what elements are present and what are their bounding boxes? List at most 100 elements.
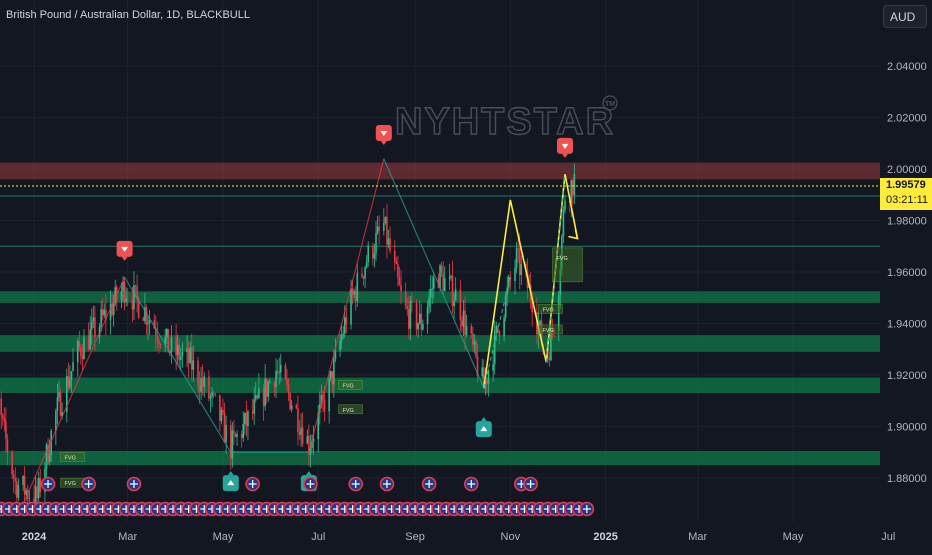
fvg-label: FVG bbox=[65, 481, 76, 487]
candle-body bbox=[34, 486, 37, 505]
candle-body bbox=[333, 358, 335, 385]
candle-body bbox=[459, 289, 462, 321]
price-zones bbox=[0, 162, 880, 466]
candle-body bbox=[192, 360, 195, 370]
symbol-title[interactable]: British Pound / Australian Dollar, 1D, B… bbox=[6, 9, 250, 21]
candle-body bbox=[531, 300, 533, 313]
candle-body bbox=[181, 352, 184, 357]
candle-body bbox=[453, 300, 455, 307]
fvg-box bbox=[338, 404, 363, 415]
candle-body bbox=[373, 253, 376, 259]
candle-body bbox=[201, 377, 204, 387]
candle-body bbox=[22, 476, 24, 486]
candle-body bbox=[417, 323, 419, 330]
candle-body bbox=[23, 476, 26, 495]
candle-body bbox=[383, 223, 385, 231]
candle-body bbox=[125, 298, 127, 303]
candle-body bbox=[159, 344, 162, 345]
time-axis[interactable]: 2024MarMayJulSepNov2025MarMayJulSep bbox=[22, 531, 932, 543]
price-axis[interactable]: 2.04000 2.02000 2.00000 1.98000 1.96000 1.940… bbox=[887, 61, 927, 485]
candle-body bbox=[339, 340, 341, 351]
marker-pointer bbox=[561, 153, 568, 158]
candle-body bbox=[476, 356, 479, 377]
support-zone bbox=[0, 450, 880, 466]
candle-body bbox=[89, 329, 92, 350]
support-zone bbox=[0, 335, 880, 352]
candle-body bbox=[429, 288, 432, 298]
candle-body bbox=[198, 385, 201, 392]
candle-body bbox=[81, 355, 84, 360]
price-tick-label: 1.98000 bbox=[887, 216, 927, 228]
candle-body bbox=[311, 441, 313, 448]
watermark-text: NYHTSTAR bbox=[395, 101, 615, 143]
candle-body bbox=[3, 418, 6, 422]
candle-body bbox=[109, 303, 112, 321]
currency-button[interactable]: AUD bbox=[883, 5, 927, 28]
price-tick-label: 2.02000 bbox=[887, 113, 927, 125]
trademark-icon bbox=[602, 95, 618, 111]
current-price-label: 1.99579 03:21:11 bbox=[880, 178, 932, 210]
candle-body bbox=[133, 285, 135, 310]
candle-body bbox=[112, 303, 115, 315]
event-flags[interactable] bbox=[0, 476, 595, 517]
candle-body bbox=[144, 307, 146, 321]
candle-body bbox=[12, 474, 15, 479]
candle-body bbox=[345, 317, 348, 325]
candle-body bbox=[571, 179, 574, 196]
horizontal-levels bbox=[0, 195, 880, 247]
candle-body bbox=[186, 348, 188, 353]
pattern-line[interactable] bbox=[383, 158, 485, 389]
candle-body bbox=[256, 395, 259, 399]
candle-body bbox=[253, 399, 256, 414]
candle-body bbox=[55, 410, 57, 431]
candle-body bbox=[155, 328, 157, 336]
candle-body bbox=[33, 498, 35, 505]
candle-body bbox=[464, 310, 466, 335]
candle-body bbox=[200, 377, 202, 392]
candle-body bbox=[387, 238, 390, 245]
fvg-box bbox=[60, 452, 85, 462]
candle-body bbox=[362, 276, 365, 279]
candle-body bbox=[229, 424, 232, 459]
candle-body bbox=[364, 267, 366, 279]
candle-body bbox=[400, 285, 402, 292]
pattern-line[interactable] bbox=[22, 276, 126, 504]
candle-body bbox=[180, 356, 182, 360]
candle-body bbox=[278, 372, 280, 374]
candle-body bbox=[361, 273, 363, 277]
candle-body bbox=[100, 309, 102, 327]
candle-body bbox=[105, 309, 107, 321]
time-tick-label: Jul bbox=[881, 531, 895, 543]
candle-body bbox=[389, 238, 391, 251]
candle-body bbox=[295, 405, 298, 409]
candle-body bbox=[329, 371, 332, 379]
candle-body bbox=[375, 233, 377, 254]
candle-body bbox=[37, 477, 40, 499]
candle-body bbox=[353, 291, 355, 295]
candle-body bbox=[520, 264, 523, 275]
pattern-line[interactable] bbox=[308, 158, 385, 453]
candle-body bbox=[219, 394, 221, 421]
candle-body bbox=[83, 336, 85, 360]
candle-body bbox=[61, 411, 63, 416]
candle-body bbox=[45, 444, 48, 469]
triangle-down-icon bbox=[380, 130, 388, 136]
candle-body bbox=[262, 388, 265, 407]
fvg-label: FVG bbox=[542, 328, 553, 334]
candle-body bbox=[240, 434, 243, 439]
candle-body bbox=[300, 427, 302, 435]
candle-body bbox=[276, 370, 279, 373]
candle-body bbox=[286, 379, 288, 385]
projection-line bbox=[483, 277, 511, 388]
price-tick-label: 1.96000 bbox=[887, 267, 927, 279]
pattern-line[interactable] bbox=[124, 276, 232, 453]
candle-body bbox=[422, 323, 424, 330]
candle-body bbox=[101, 309, 104, 316]
candle-body bbox=[340, 335, 343, 341]
bar-countdown: 03:21:11 bbox=[886, 194, 929, 206]
candle-body bbox=[254, 395, 257, 400]
candle-body bbox=[67, 376, 70, 388]
candle-body bbox=[395, 261, 398, 265]
